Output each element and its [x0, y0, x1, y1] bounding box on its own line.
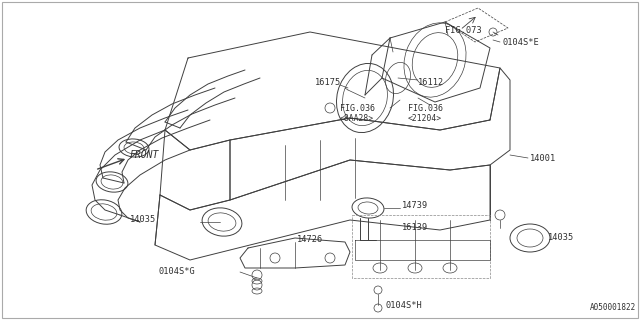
- Text: 16175: 16175: [315, 77, 341, 86]
- Text: 0104S*H: 0104S*H: [385, 300, 422, 309]
- Text: 14001: 14001: [530, 154, 556, 163]
- Text: 16139: 16139: [402, 223, 428, 233]
- Text: 0104S*G: 0104S*G: [158, 268, 195, 276]
- Text: FIG.036: FIG.036: [340, 103, 375, 113]
- Text: 14035: 14035: [548, 234, 574, 243]
- Text: A050001822: A050001822: [589, 303, 636, 313]
- Text: FRONT: FRONT: [130, 150, 159, 160]
- Text: 0104S*E: 0104S*E: [502, 37, 539, 46]
- Text: FIG.073: FIG.073: [445, 26, 482, 35]
- Text: 14726: 14726: [297, 236, 323, 244]
- Text: 16112: 16112: [418, 77, 444, 86]
- Text: <8AA28>: <8AA28>: [340, 114, 374, 123]
- Text: FIG.036: FIG.036: [408, 103, 443, 113]
- Text: 14739: 14739: [402, 201, 428, 210]
- Text: 14035: 14035: [130, 215, 156, 225]
- Text: <21204>: <21204>: [408, 114, 442, 123]
